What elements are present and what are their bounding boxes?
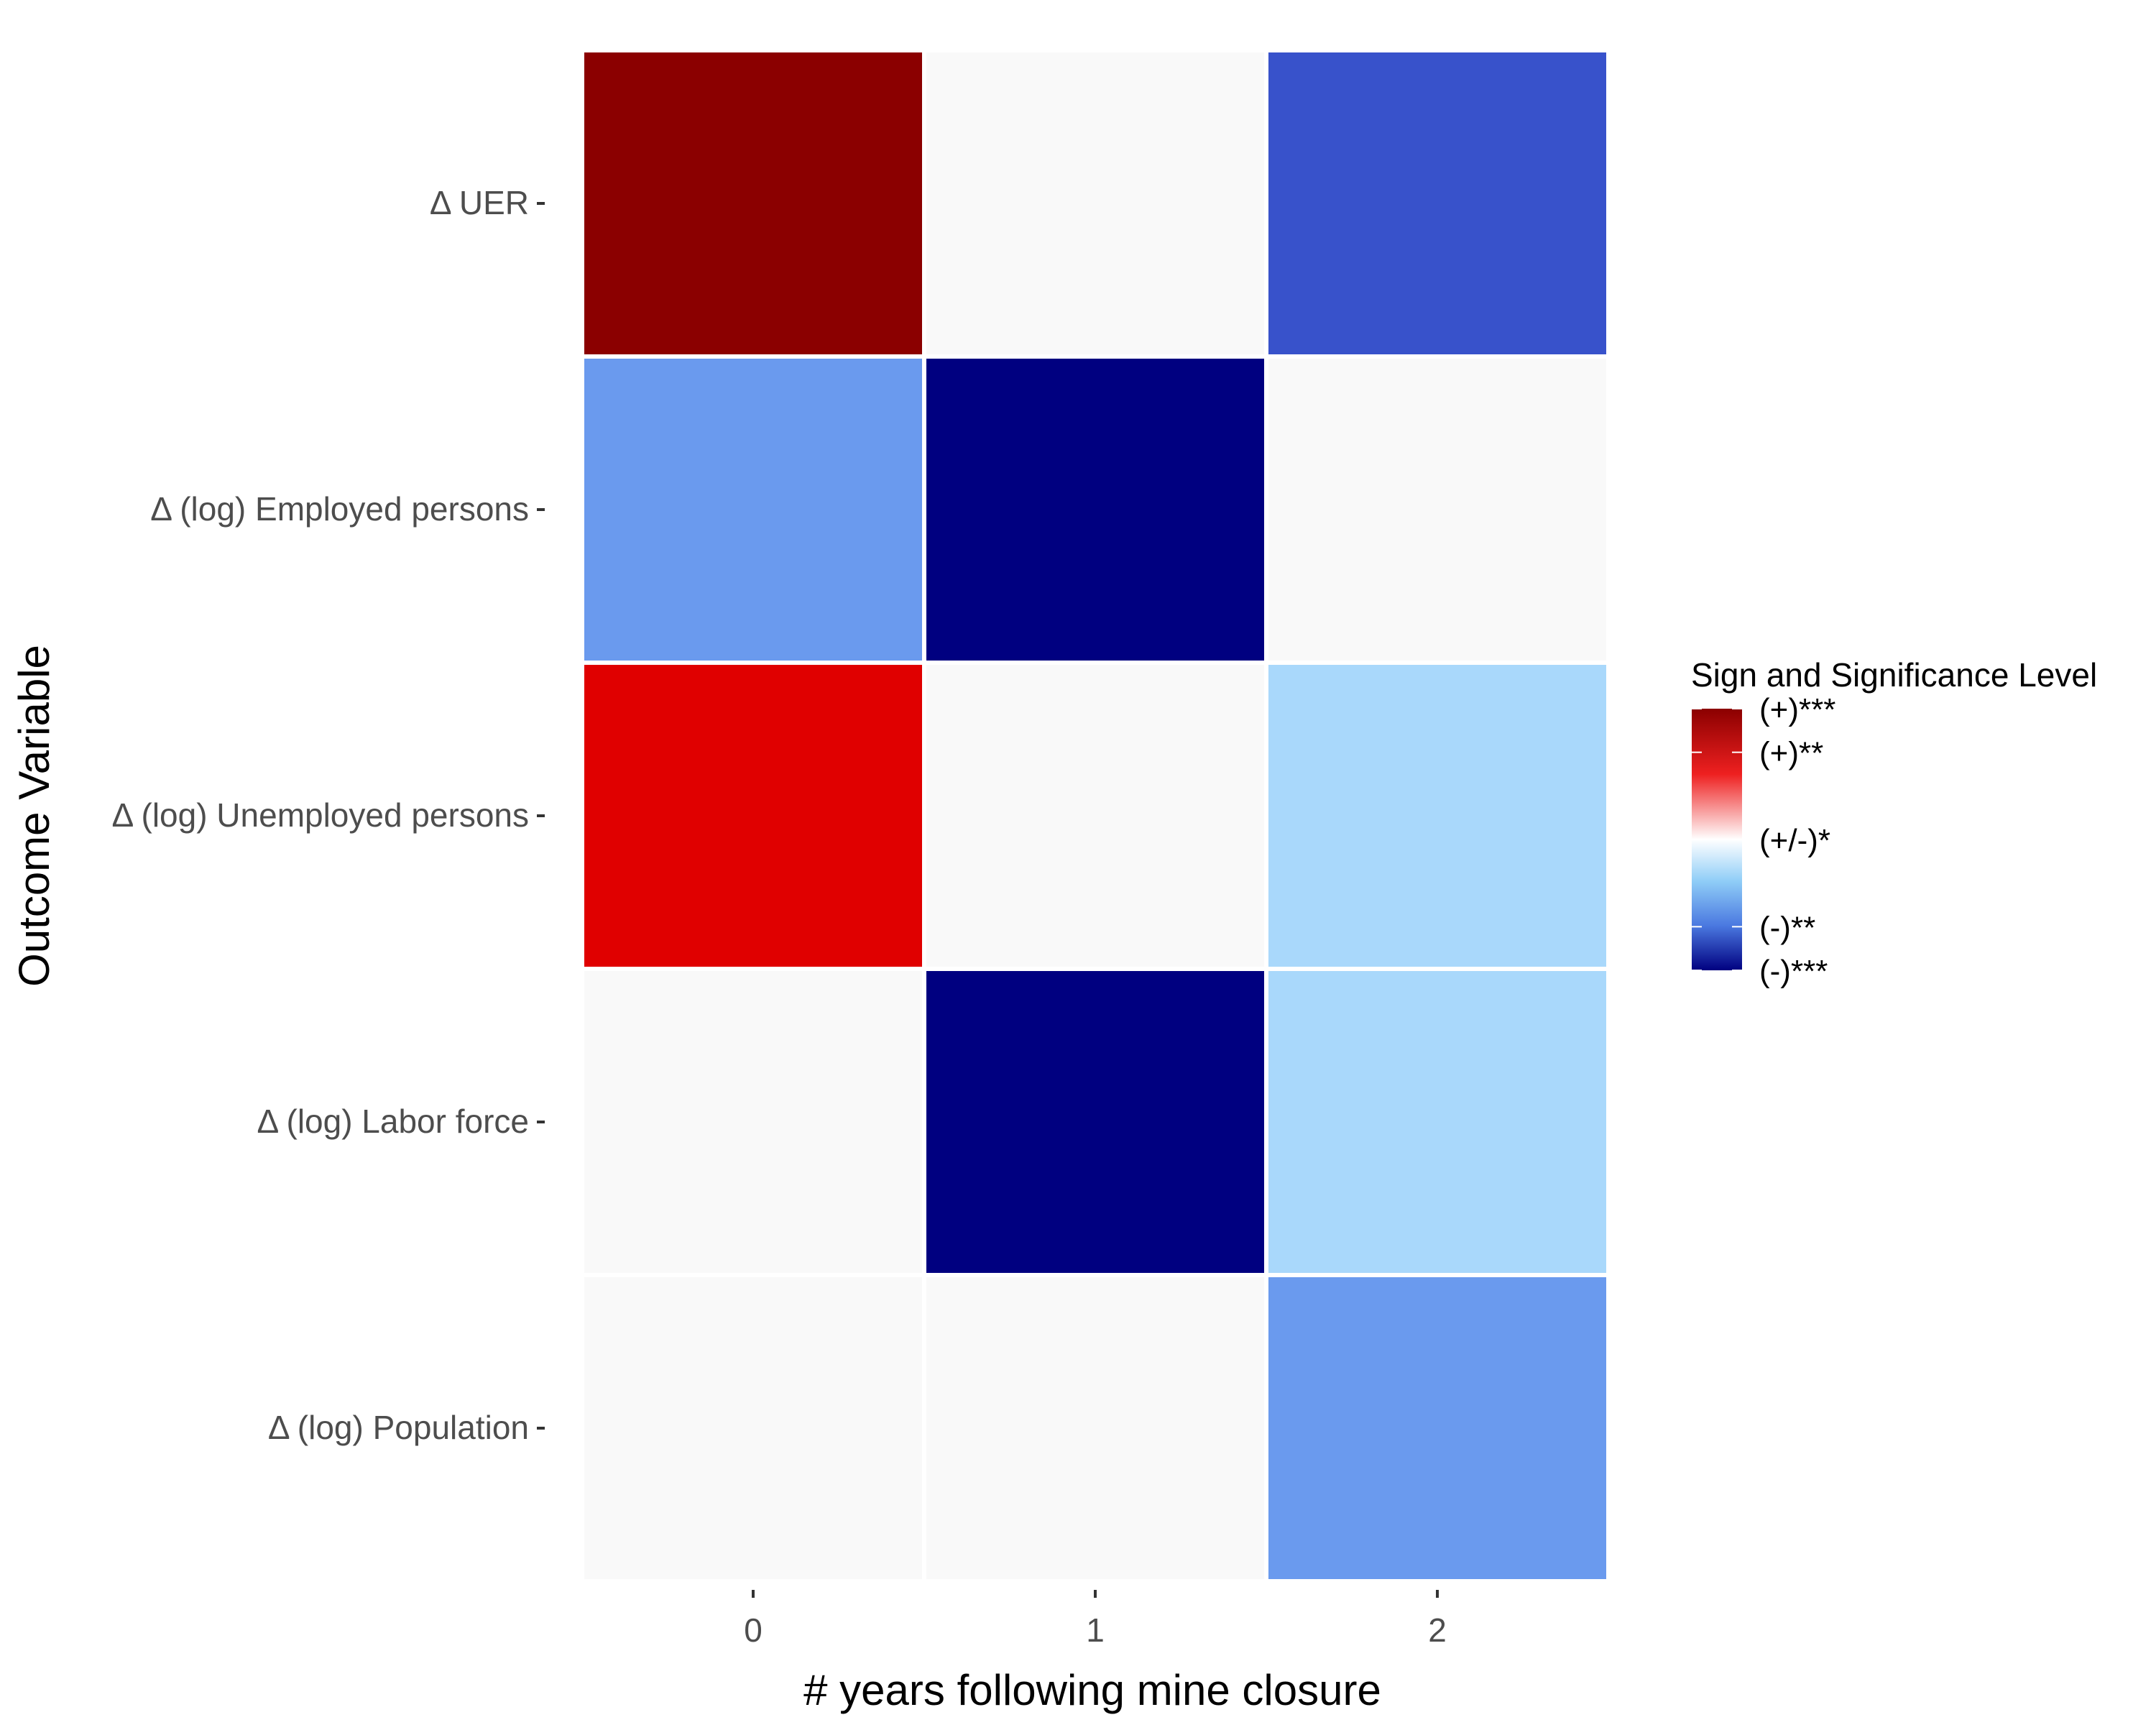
heatmap-cell [1268,52,1606,354]
heatmap-cell [1268,665,1606,967]
heatmap-cell [926,1277,1264,1579]
x-tick-label: 0 [744,1611,763,1649]
heatmap-cell [926,971,1264,1273]
y-axis: Δ UER Δ (log) Employed persons Δ (log) Une… [112,184,545,1446]
x-tick-label: 1 [1086,1611,1105,1649]
legend-label: (-)*** [1759,954,1828,989]
heatmap-cell [926,52,1264,354]
heatmap-cell [584,1277,922,1579]
legend: Sign and Significance Level (+)*** (+)** (… [1691,656,2097,989]
x-axis: 0 1 2 [744,1590,1447,1649]
y-tick-label: Δ (log) Population [268,1409,529,1446]
legend-label: (+)*** [1759,692,1835,727]
heatmap-cell [926,359,1264,661]
y-tick-label: Δ (log) Employed persons [150,490,529,528]
heatmap-cell [926,665,1264,967]
heatmap-cell [584,665,922,967]
heatmap-cell [1268,359,1606,661]
heatmap-cell [1268,971,1606,1273]
heatmap-cells [584,52,1606,1579]
legend-label: (+)** [1759,736,1823,771]
heatmap-cell [584,52,922,354]
y-axis-title: Outcome Variable [10,645,58,987]
heatmap-cell [584,971,922,1273]
y-tick-label: Δ UER [430,184,529,221]
heatmap-cell [584,359,922,661]
legend-label: (+/-)* [1759,823,1830,858]
y-tick-label: Δ (log) Labor force [257,1103,529,1140]
x-tick-label: 2 [1428,1611,1447,1649]
y-tick-label: Δ (log) Unemployed persons [112,796,529,834]
legend-label: (-)** [1759,910,1815,945]
heatmap-cell [1268,1277,1606,1579]
legend-title: Sign and Significance Level [1691,656,2097,694]
x-axis-title: # years following mine closure [803,1666,1381,1714]
